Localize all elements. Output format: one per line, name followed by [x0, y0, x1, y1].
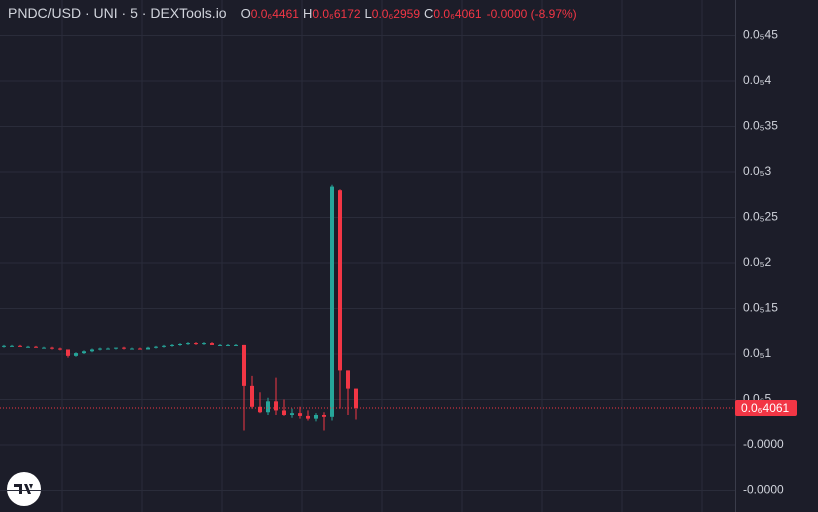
ohlc-value: 0.0₆6172: [312, 7, 361, 21]
candle-body: [210, 343, 214, 345]
candle-body: [282, 410, 286, 415]
y-tick-label: -0.0000: [743, 437, 784, 451]
candle-body: [34, 346, 38, 348]
candle-body: [10, 345, 14, 347]
ohlc-key: H: [302, 6, 313, 21]
ohlc-key: L: [364, 6, 372, 21]
ohlc-value: 0.0₆4061: [433, 7, 482, 21]
candle-body: [290, 413, 294, 415]
last-price-label: 0.0₆4061: [741, 401, 790, 415]
last-price-tag: [735, 400, 797, 417]
candle-body: [170, 344, 174, 346]
candle-body: [162, 345, 166, 347]
candle-body: [98, 348, 102, 350]
y-tick-label: -0.0000: [743, 483, 784, 497]
tv-logo: [7, 472, 41, 506]
logo-mark: [14, 484, 33, 494]
candle-body: [258, 406, 262, 413]
candle-body: [234, 344, 238, 346]
y-tick-label: 0.0₅45: [743, 28, 778, 42]
candle-body: [82, 351, 86, 354]
candle-body: [90, 349, 94, 352]
candle-body: [338, 190, 342, 371]
candle-body: [178, 344, 182, 346]
candle-body: [202, 343, 206, 345]
candle-body: [50, 347, 54, 349]
candle-body: [138, 348, 142, 350]
chart-title: PNDC/USD · UNI · 5 · DEXTools.io: [8, 5, 227, 21]
candle-body: [306, 415, 310, 419]
candle-body: [106, 348, 110, 350]
candle-body: [74, 353, 78, 356]
candle-body: [250, 385, 254, 407]
candle-body: [346, 370, 350, 389]
candle-body: [266, 401, 270, 413]
candle-body: [2, 345, 6, 347]
ohlc-value: 0.0₆4461: [250, 7, 299, 21]
candle-body: [314, 414, 318, 419]
candle-body: [130, 348, 134, 350]
candle-body: [146, 347, 150, 350]
candle-body: [18, 345, 22, 347]
candle-body: [26, 346, 30, 348]
y-tick-label: 0.0₅15: [743, 301, 778, 315]
y-tick-label: 0.0₅35: [743, 119, 778, 133]
y-tick-label: 0.0₅4: [743, 73, 772, 87]
candle-body: [122, 347, 126, 349]
candle-body: [194, 343, 198, 345]
candle-body: [154, 346, 158, 348]
ohlc-key: C: [424, 6, 434, 21]
y-tick-label: 0.0₅2: [743, 255, 772, 269]
ohlc-value: 0.0₆2959: [371, 7, 420, 21]
candle-body: [218, 344, 222, 346]
candle-body: [58, 348, 62, 350]
ohlc-key: O: [240, 6, 251, 21]
candle-body: [114, 347, 118, 349]
y-tick-label: 0.0₅3: [743, 164, 772, 178]
candle-body: [330, 186, 334, 417]
candle-body: [298, 413, 302, 416]
candle-body: [66, 349, 70, 356]
logo-circle: [7, 472, 41, 506]
candle-body: [226, 344, 230, 346]
y-tick-label: 0.0₅1: [743, 346, 772, 360]
candle-body: [186, 343, 190, 345]
candle-body: [274, 401, 278, 411]
candle-body: [354, 388, 358, 409]
y-tick-label: 0.0₅25: [743, 210, 778, 224]
time-grid: [61, 0, 703, 512]
candle-body: [42, 347, 46, 349]
candle-body: [322, 414, 326, 417]
header: PNDC/USD · UNI · 5 · DEXTools.io O0.0₆446…: [8, 5, 577, 21]
change: -0.0000 (-8.97%): [486, 7, 577, 21]
candle-body: [242, 344, 246, 386]
